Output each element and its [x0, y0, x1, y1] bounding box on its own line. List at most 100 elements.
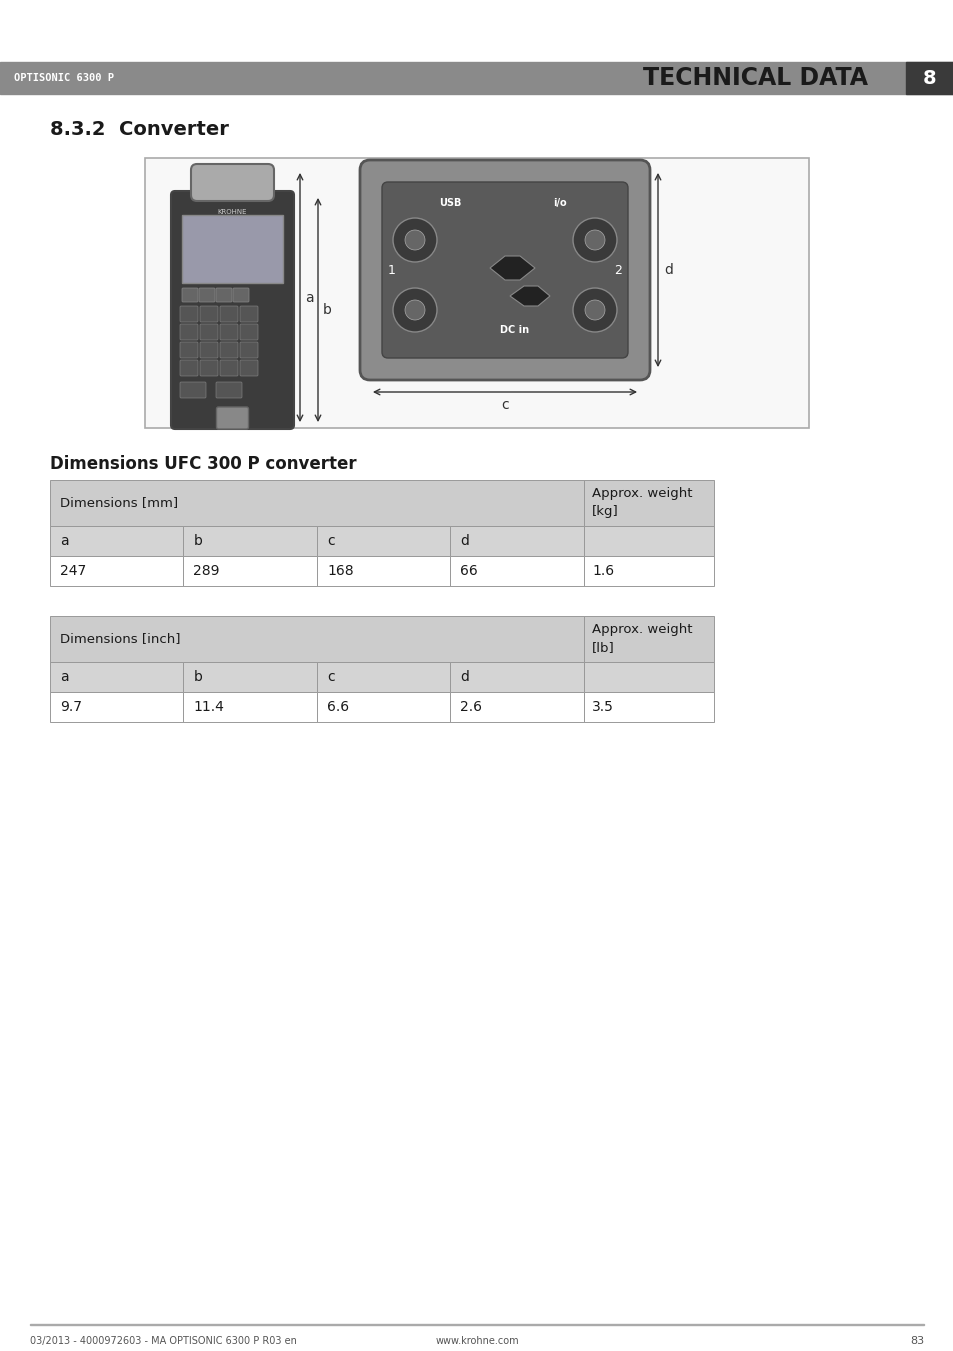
Text: a: a	[60, 534, 69, 549]
FancyBboxPatch shape	[180, 342, 198, 358]
Text: 2.6: 2.6	[460, 700, 482, 713]
Text: 247: 247	[60, 563, 86, 578]
Text: c: c	[327, 534, 335, 549]
Bar	[316, 662, 450, 692]
Circle shape	[405, 230, 424, 250]
Bar	[316, 692, 450, 721]
Bar	[450, 662, 583, 692]
Bar	[50, 662, 183, 692]
Bar	[583, 692, 713, 721]
Text: c: c	[327, 670, 335, 684]
Bar	[145, 158, 808, 428]
Bar	[316, 526, 450, 557]
Text: c: c	[500, 399, 508, 412]
Text: 03/2013 - 4000972603 - MA OPTISONIC 6300 P R03 en: 03/2013 - 4000972603 - MA OPTISONIC 6300…	[30, 1336, 296, 1346]
Text: 3.5: 3.5	[592, 700, 613, 713]
Bar	[50, 692, 183, 721]
Circle shape	[573, 288, 617, 332]
Text: DC in: DC in	[500, 326, 529, 335]
Text: 9.7: 9.7	[60, 700, 82, 713]
Bar	[183, 557, 316, 586]
Text: 66: 66	[460, 563, 477, 578]
Bar	[905, 62, 953, 95]
Circle shape	[584, 230, 604, 250]
Text: Dimensions [inch]: Dimensions [inch]	[60, 632, 180, 646]
Text: b: b	[193, 534, 202, 549]
Text: 8: 8	[923, 69, 936, 88]
FancyBboxPatch shape	[381, 182, 627, 358]
Bar	[583, 616, 713, 662]
Bar	[450, 526, 583, 557]
FancyBboxPatch shape	[180, 305, 198, 322]
Text: b: b	[193, 670, 202, 684]
Text: Dimensions [mm]: Dimensions [mm]	[60, 497, 178, 509]
Text: 1: 1	[388, 263, 395, 277]
Text: a: a	[305, 290, 314, 304]
FancyBboxPatch shape	[220, 305, 237, 322]
FancyBboxPatch shape	[200, 305, 218, 322]
Circle shape	[573, 218, 617, 262]
FancyBboxPatch shape	[359, 159, 649, 380]
Bar	[182, 215, 283, 282]
FancyBboxPatch shape	[199, 288, 214, 303]
Text: 2: 2	[614, 263, 621, 277]
Text: OPTISONIC 6300 P: OPTISONIC 6300 P	[14, 73, 113, 82]
Text: TECHNICAL DATA: TECHNICAL DATA	[642, 66, 867, 91]
FancyBboxPatch shape	[216, 407, 248, 430]
Bar	[50, 526, 183, 557]
Text: d: d	[663, 263, 672, 277]
Text: 289: 289	[193, 563, 220, 578]
Circle shape	[393, 288, 436, 332]
Text: 1.6: 1.6	[592, 563, 614, 578]
Text: d: d	[460, 670, 469, 684]
FancyBboxPatch shape	[180, 324, 198, 340]
Bar	[183, 692, 316, 721]
Bar	[583, 526, 713, 557]
Bar	[583, 480, 713, 526]
FancyBboxPatch shape	[200, 359, 218, 376]
FancyBboxPatch shape	[240, 305, 257, 322]
Text: KROHNE: KROHNE	[217, 209, 247, 215]
Circle shape	[405, 300, 424, 320]
Text: USB: USB	[438, 199, 460, 208]
Text: Approx. weight
[kg]: Approx. weight [kg]	[592, 488, 692, 519]
FancyBboxPatch shape	[200, 342, 218, 358]
FancyBboxPatch shape	[240, 324, 257, 340]
FancyBboxPatch shape	[171, 190, 294, 430]
Text: 11.4: 11.4	[193, 700, 224, 713]
Circle shape	[584, 300, 604, 320]
Text: 8.3.2  Converter: 8.3.2 Converter	[50, 120, 229, 139]
FancyBboxPatch shape	[233, 288, 249, 303]
Text: d: d	[460, 534, 469, 549]
Text: 6.6: 6.6	[327, 700, 349, 713]
Bar	[583, 557, 713, 586]
Bar	[183, 526, 316, 557]
FancyBboxPatch shape	[215, 382, 242, 399]
Bar	[583, 662, 713, 692]
Text: www.krohne.com: www.krohne.com	[435, 1336, 518, 1346]
Bar	[0, 62, 953, 95]
Text: i/o: i/o	[553, 199, 566, 208]
FancyBboxPatch shape	[215, 288, 232, 303]
Text: Dimensions UFC 300 P converter: Dimensions UFC 300 P converter	[50, 455, 356, 473]
FancyBboxPatch shape	[220, 342, 237, 358]
Text: Approx. weight
[lb]: Approx. weight [lb]	[592, 624, 692, 654]
FancyBboxPatch shape	[240, 359, 257, 376]
FancyBboxPatch shape	[180, 382, 206, 399]
Circle shape	[393, 218, 436, 262]
Bar	[50, 616, 583, 662]
Text: a: a	[60, 670, 69, 684]
Text: b: b	[323, 303, 332, 317]
Bar	[316, 557, 450, 586]
Bar	[450, 557, 583, 586]
FancyBboxPatch shape	[220, 324, 237, 340]
Text: 83: 83	[909, 1336, 923, 1346]
Polygon shape	[510, 286, 550, 305]
FancyBboxPatch shape	[191, 163, 274, 201]
FancyBboxPatch shape	[200, 324, 218, 340]
FancyBboxPatch shape	[240, 342, 257, 358]
Bar	[50, 480, 583, 526]
Polygon shape	[490, 255, 535, 280]
FancyBboxPatch shape	[220, 359, 237, 376]
FancyBboxPatch shape	[182, 288, 198, 303]
